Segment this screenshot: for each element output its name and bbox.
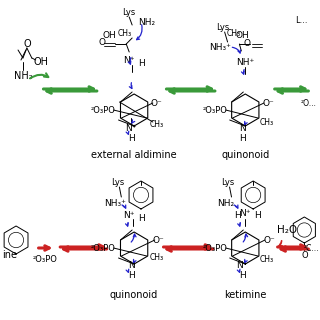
Text: H: H	[239, 133, 246, 142]
Text: H: H	[128, 133, 134, 142]
Text: ine: ine	[2, 250, 17, 260]
Text: OH: OH	[236, 30, 249, 39]
Text: N⁺: N⁺	[125, 124, 137, 132]
Text: N: N	[239, 124, 246, 132]
Text: N⁺: N⁺	[124, 55, 135, 65]
Text: L...: L...	[295, 15, 308, 25]
Text: N⁺: N⁺	[240, 209, 251, 218]
Text: NH₂: NH₂	[14, 71, 32, 81]
Text: Lys: Lys	[216, 22, 229, 31]
Text: ²O₃PO: ²O₃PO	[202, 244, 227, 252]
Text: N⁺: N⁺	[236, 261, 248, 270]
Text: NH₃⁺: NH₃⁺	[105, 198, 126, 207]
Text: NH₂: NH₂	[138, 18, 156, 27]
Text: O: O	[23, 39, 31, 49]
Text: ²C...: ²C...	[303, 244, 319, 252]
Text: H: H	[138, 59, 144, 68]
Text: H₂O: H₂O	[276, 225, 297, 235]
Text: Lys: Lys	[221, 178, 234, 187]
Text: O⁻: O⁻	[153, 236, 164, 244]
Text: O: O	[98, 37, 105, 46]
Text: ²O₃PO: ²O₃PO	[202, 106, 227, 115]
Text: ²O₃PO: ²O₃PO	[90, 106, 115, 115]
Text: ²O...: ²O...	[300, 99, 316, 108]
Text: quinonoid: quinonoid	[221, 150, 269, 160]
Text: O: O	[301, 252, 308, 260]
Text: O⁻: O⁻	[263, 236, 275, 244]
Text: Lys: Lys	[123, 7, 136, 17]
Text: NH₃⁺: NH₃⁺	[209, 43, 231, 52]
Text: OH: OH	[33, 57, 48, 67]
Text: OH: OH	[103, 30, 116, 39]
Text: H: H	[139, 213, 145, 222]
Text: Lys: Lys	[111, 178, 124, 187]
Text: H: H	[128, 271, 134, 281]
Text: ²O₃PO: ²O₃PO	[33, 255, 58, 265]
Text: CH₃: CH₃	[260, 117, 274, 126]
Text: NH₂: NH₂	[217, 198, 234, 207]
Text: N: N	[128, 261, 134, 270]
Text: ketimine: ketimine	[224, 290, 267, 300]
Text: external aldimine: external aldimine	[91, 150, 177, 160]
Text: O⁻: O⁻	[262, 99, 274, 108]
Text: CH₃: CH₃	[260, 255, 274, 265]
Text: CH₃: CH₃	[117, 28, 131, 37]
Text: H: H	[234, 211, 241, 220]
Text: CH₃: CH₃	[227, 28, 241, 37]
Text: CH₃: CH₃	[150, 253, 164, 262]
Text: NH⁺: NH⁺	[236, 58, 254, 67]
Text: H: H	[254, 211, 260, 220]
Text: O⁻: O⁻	[151, 99, 163, 108]
Text: quinonoid: quinonoid	[110, 290, 158, 300]
Text: ²O₃PO: ²O₃PO	[90, 244, 115, 252]
Text: N⁺: N⁺	[124, 211, 135, 220]
Text: H: H	[239, 271, 246, 281]
Text: CH₃: CH₃	[150, 119, 164, 129]
Text: O: O	[244, 38, 251, 47]
